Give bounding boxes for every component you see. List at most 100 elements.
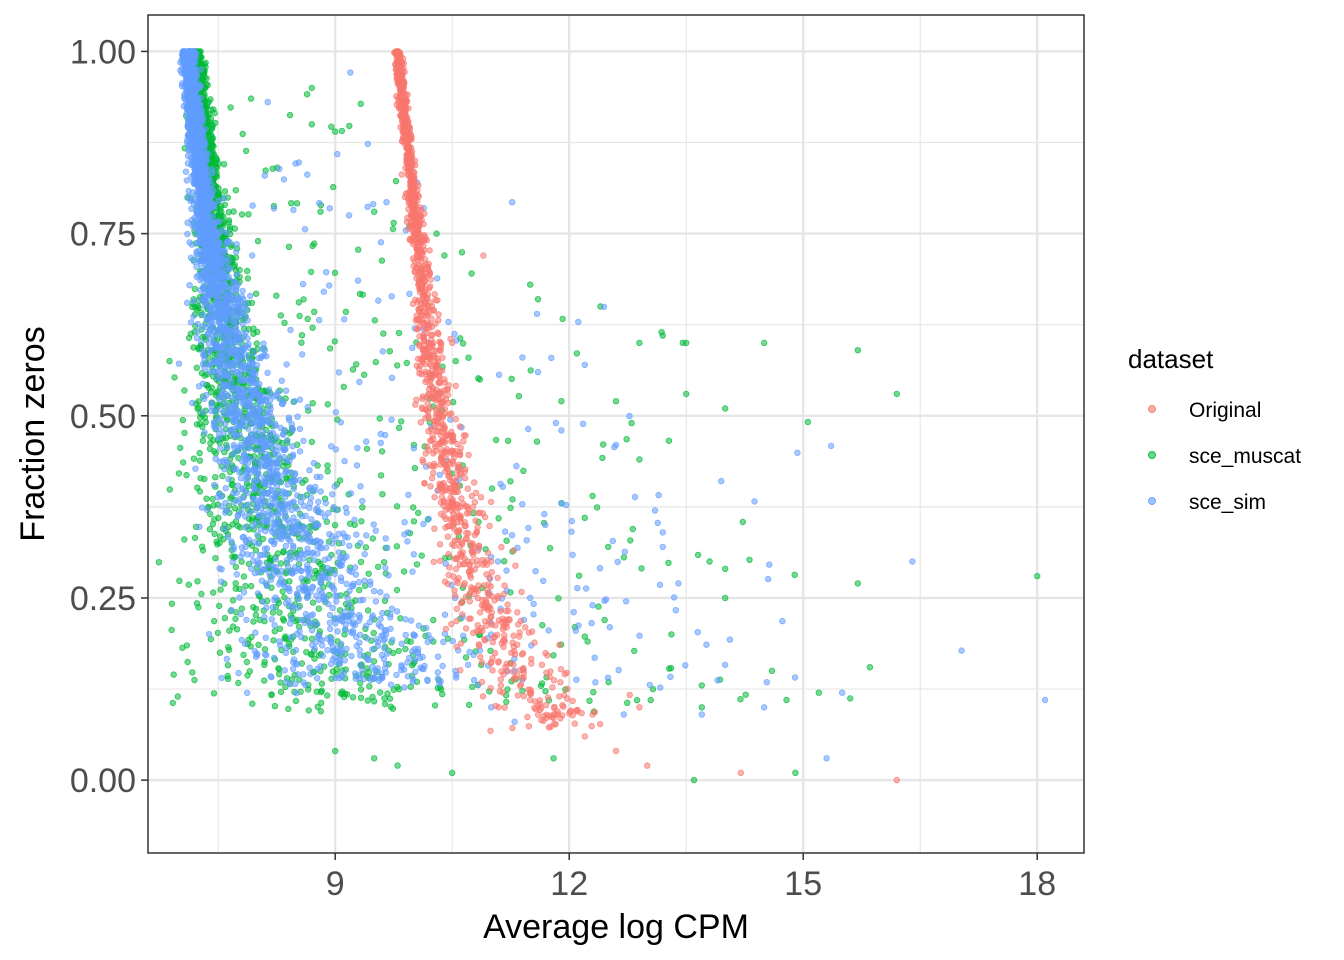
sce-sim-point [614,558,621,565]
sce-muscat-point [296,312,303,320]
sce-sim-point [289,665,297,672]
sce-sim-point [277,472,284,479]
sce-sim-point [416,654,423,662]
sce-sim-point [323,269,330,276]
sce-sim-point [228,606,235,614]
sce-sim-point [263,516,271,524]
sce-sim-point [331,483,338,490]
sce-sim-point [295,595,303,603]
sce-sim-point [284,517,291,524]
sce-sim-point [287,326,294,334]
sce-sim-point [252,629,259,636]
sce-sim-point [261,346,269,354]
sce-sim-point [409,678,416,685]
sce-sim-point [295,555,303,563]
sce-sim-point [503,567,510,574]
sce-sim-point [314,675,321,682]
sce-sim-point [308,516,315,523]
sce-sim-point [410,551,417,558]
sce-sim-point [670,594,678,601]
sce-muscat-point [665,559,672,567]
sce-muscat-point [366,683,373,690]
sce-muscat-point [269,609,277,616]
sce-sim-point [188,399,196,407]
sce-muscat-point [418,552,425,559]
sce-sim-point [779,617,786,625]
sce-sim-point [255,540,262,547]
sce-muscat-point [286,578,293,585]
sce-muscat-point [389,225,397,233]
sce-sim-point [256,512,263,519]
sce-muscat-point [357,100,364,107]
sce-sim-point [330,586,338,593]
sce-sim-point [414,645,422,653]
sce-muscat-point [379,491,386,498]
sce-muscat-point [225,217,233,224]
sce-sim-point [300,437,307,445]
sce-muscat-point [371,755,378,762]
sce-muscat-point [393,503,401,510]
sce-sim-point [242,538,250,546]
sce-muscat-point [349,366,357,373]
sce-sim-point [283,556,291,564]
sce-muscat-point [231,505,239,512]
sce-muscat-point [410,504,417,511]
sce-sim-point [600,303,608,310]
sce-sim-point [336,675,343,682]
sce-sim-point [404,673,412,680]
sce-sim-point [210,419,218,426]
sce-muscat-point [252,290,260,297]
sce-muscat-point [298,339,305,346]
sce-sim-point [236,431,243,439]
sce-sim-point [285,597,292,604]
sce-sim-point [375,297,382,304]
sce-sim-point [290,485,297,493]
sce-muscat-point [311,308,318,315]
sce-sim-point [285,416,293,423]
sce-sim-point [183,49,190,57]
sce-sim-point [206,368,213,375]
sce-muscat-point [791,571,798,578]
sce-sim-point [316,636,324,643]
sce-muscat-point [281,319,288,326]
sce-muscat-point [1033,572,1041,580]
sce-muscat-point [261,661,268,668]
sce-sim-point [265,561,272,568]
sce-sim-point [326,205,333,212]
sce-muscat-point [220,160,228,168]
sce-sim-point [342,504,350,512]
sce-muscat-point [413,561,421,568]
sce-sim-point [289,602,296,609]
sce-sim-point [243,306,250,313]
sce-sim-point [383,593,390,600]
sce-muscat-point [229,597,237,604]
sce-muscat-point [315,605,322,612]
sce-sim-point [654,519,661,527]
sce-muscat-point [302,476,309,484]
sce-muscat-point [277,688,285,696]
sce-sim-point [250,349,258,356]
sce-sim-point [326,282,333,289]
sce-muscat-point [279,615,287,622]
sce-sim-point [219,352,226,360]
sce-muscat-point [371,208,378,215]
sce-muscat-point [387,703,394,710]
sce-muscat-point [309,400,316,407]
sce-sim-point [279,431,287,438]
sce-sim-point [241,524,249,531]
sce-sim-point [415,622,423,629]
sce-sim-point [406,290,413,297]
sce-sim-point [269,444,276,452]
sce-sim-point [445,318,452,326]
sce-sim-point [208,403,215,410]
sce-sim-point [271,622,278,629]
sce-sim-point [274,460,281,467]
sce-muscat-point [504,437,512,444]
sce-muscat-point [244,275,252,282]
sce-sim-point [319,652,326,660]
sce-muscat-point [191,285,199,293]
sce-muscat-point [893,390,900,398]
sce-muscat-point [184,658,191,666]
sce-sim-point [346,542,353,549]
sce-sim-point [230,401,238,409]
